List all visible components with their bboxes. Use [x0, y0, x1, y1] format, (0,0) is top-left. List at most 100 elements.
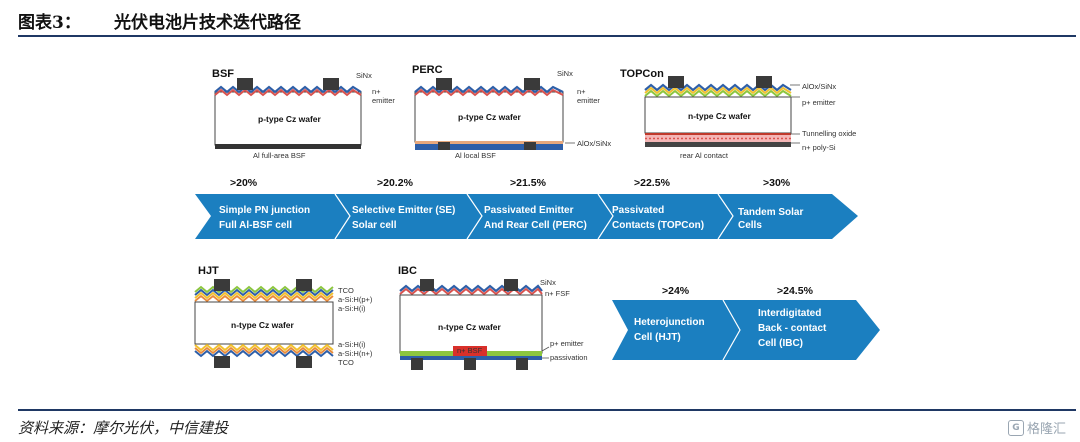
- arrow1-body: [195, 194, 858, 239]
- top-rule: [18, 35, 1076, 37]
- perc-passivation-label: AlOx/SiNx: [577, 139, 611, 148]
- ibc-cell: IBC n-type Cz wafer n+ BSF SiNx n+ FSF p…: [398, 265, 588, 370]
- perc-front-contact: [524, 78, 540, 90]
- ibc-fsf-label: n+ FSF: [545, 289, 570, 298]
- perc-local-contact: [524, 142, 536, 150]
- watermark-text: 格隆汇: [1026, 422, 1066, 437]
- hjt-rear-contact: [214, 356, 230, 368]
- topcon-oxide-layer: [645, 133, 791, 135]
- bsf-wafer: [214, 91, 362, 146]
- arrow2-group: >24% >24.5% Heterojunction Cell (HJT) In…: [612, 285, 880, 361]
- arrow1-efficiency: >20%: [230, 177, 258, 189]
- arrow1-stage-line2: Solar cell: [352, 220, 397, 231]
- topcon-cell: TOPCon n-type Cz wafer rear Al contact A…: [620, 68, 856, 160]
- ibc-rear-contact: [411, 358, 423, 370]
- perc-bottom-label: Al local BSF: [455, 151, 496, 160]
- arrow2-stage-line1: Interdigitated: [758, 308, 821, 319]
- bsf-wafer-label: p-type Cz wafer: [258, 114, 322, 124]
- bsf-front-contact: [323, 78, 339, 90]
- ibc-emitter-label: p+ emitter: [550, 339, 584, 348]
- hjt-asi-i-top: [194, 291, 334, 300]
- ibc-leader-line: [541, 346, 550, 352]
- bsf-title: BSF: [212, 68, 234, 80]
- ibc-n-bsf: [453, 346, 487, 356]
- arrow1-divider: [466, 193, 483, 240]
- arrow1-stage-line1: Passivated Emitter: [484, 205, 574, 216]
- topcon-emitter-layer: [644, 89, 792, 98]
- arrow1-stage-line2: Contacts (TOPCon): [612, 220, 704, 231]
- perc-rear-layer: [415, 144, 563, 150]
- ibc-passivation-label: passivation: [550, 353, 588, 362]
- topcon-bottom-label: rear Al contact: [680, 151, 729, 160]
- bsf-sin-label: SiNx: [356, 71, 372, 80]
- figure-header: 图表3： 光伏电池片技术迭代路径: [18, 8, 1080, 36]
- arrow2-efficiency: >24.5%: [777, 285, 814, 297]
- hjt-asi-n-bottom: [194, 346, 334, 355]
- topcon-oxide-label: Tunnelling oxide: [802, 129, 856, 138]
- perc-title: PERC: [412, 64, 443, 76]
- perc-wafer-label: p-type Cz wafer: [458, 112, 522, 122]
- arrow2-stage-line3: Cell (IBC): [758, 338, 803, 349]
- bsf-front-contact: [237, 78, 253, 90]
- hjt-front-contact: [214, 279, 230, 291]
- perc-emitter-label-1: n+: [577, 87, 586, 96]
- hjt-front-contact: [296, 279, 312, 291]
- bsf-emitter-label-2: emitter: [372, 96, 395, 105]
- arrow1-stage-line2: Full Al-BSF cell: [219, 220, 292, 231]
- arrow1-efficiency: >20.2%: [377, 177, 414, 189]
- hjt-tco-bottom: [194, 349, 334, 358]
- arrow1-divider: [597, 193, 614, 240]
- figure-label: 图表3：: [18, 13, 81, 33]
- topcon-wafer-label: n-type Cz wafer: [688, 111, 752, 121]
- topcon-front-contact: [668, 76, 684, 88]
- hjt-title: HJT: [198, 265, 219, 277]
- arrow1-stage-line1: Simple PN junction: [219, 205, 310, 216]
- bsf-emitter-label-1: n+: [372, 87, 381, 96]
- perc-front-contact: [436, 78, 452, 90]
- ibc-bsf-label: n+ BSF: [457, 346, 483, 355]
- arrow2-divider: [722, 299, 741, 361]
- bsf-sin-layer: [214, 85, 362, 94]
- arrow2-stage-line2: Cell (HJT): [634, 332, 681, 343]
- arrow1-stage-line2: Cells: [738, 220, 762, 231]
- topcon-title: TOPCon: [620, 68, 664, 80]
- perc-local-contact: [438, 142, 450, 150]
- perc-emitter-label-2: emitter: [577, 96, 600, 105]
- hjt-asi-i-bottom: [194, 343, 334, 352]
- ibc-title: IBC: [398, 265, 417, 277]
- hjt-cell: HJT n-type Cz wafer TCO a-Si:H(p+) a-Si:…: [194, 265, 373, 368]
- perc-wafer: [414, 91, 564, 143]
- topcon-yellow-layer: [644, 86, 792, 95]
- topcon-polysi-label: n+ poly-Si: [802, 143, 836, 152]
- perc-sin-layer: [414, 85, 564, 94]
- topcon-alox-layer: [644, 83, 792, 92]
- perc-passivation-layer: [415, 141, 563, 144]
- ibc-sin-label: SiNx: [540, 278, 556, 287]
- arrow1-divider: [334, 193, 351, 240]
- perc-cell: PERC p-type Cz wafer Al local BSF SiNx n…: [412, 64, 611, 160]
- ibc-wafer-label: n-type Cz wafer: [438, 322, 502, 332]
- arrow1-divider: [717, 193, 734, 240]
- hjt-layer-top: [194, 294, 334, 303]
- bsf-emitter-layer: [214, 88, 362, 97]
- arrow1-stage-line1: Selective Emitter (SE): [352, 205, 455, 216]
- arrow2-body: [612, 300, 880, 360]
- hjt-bottom-label: TCO: [338, 358, 354, 367]
- arrow1-stage-line1: Tandem Solar: [738, 207, 803, 218]
- arrow1-group: >20% >20.2% >21.5% >22.5% >30% Simple PN…: [195, 177, 858, 240]
- figure-title: 光伏电池片技术迭代路径: [114, 13, 301, 33]
- arrow1-efficiency: >21.5%: [510, 177, 547, 189]
- arrow1-efficiency: >30%: [763, 177, 791, 189]
- hjt-wafer: [194, 301, 334, 345]
- arrow2-stage-line1: Heterojunction: [634, 317, 705, 328]
- hjt-rear-contact: [296, 356, 312, 368]
- hjt-wafer-label: n-type Cz wafer: [231, 320, 295, 330]
- topcon-alox-label: AlOx/SiNx: [802, 82, 836, 91]
- topcon-front-contact: [756, 76, 772, 88]
- pv-cell-diagram: BSF p-type Cz wafer Al full-area BSF SiN…: [194, 64, 880, 370]
- bsf-al-layer: [215, 144, 361, 149]
- ibc-rear-contact: [464, 358, 476, 370]
- bottom-rule: [18, 409, 1076, 411]
- ibc-rear-contact: [516, 358, 528, 370]
- topcon-rear-contact-layer: [645, 142, 791, 147]
